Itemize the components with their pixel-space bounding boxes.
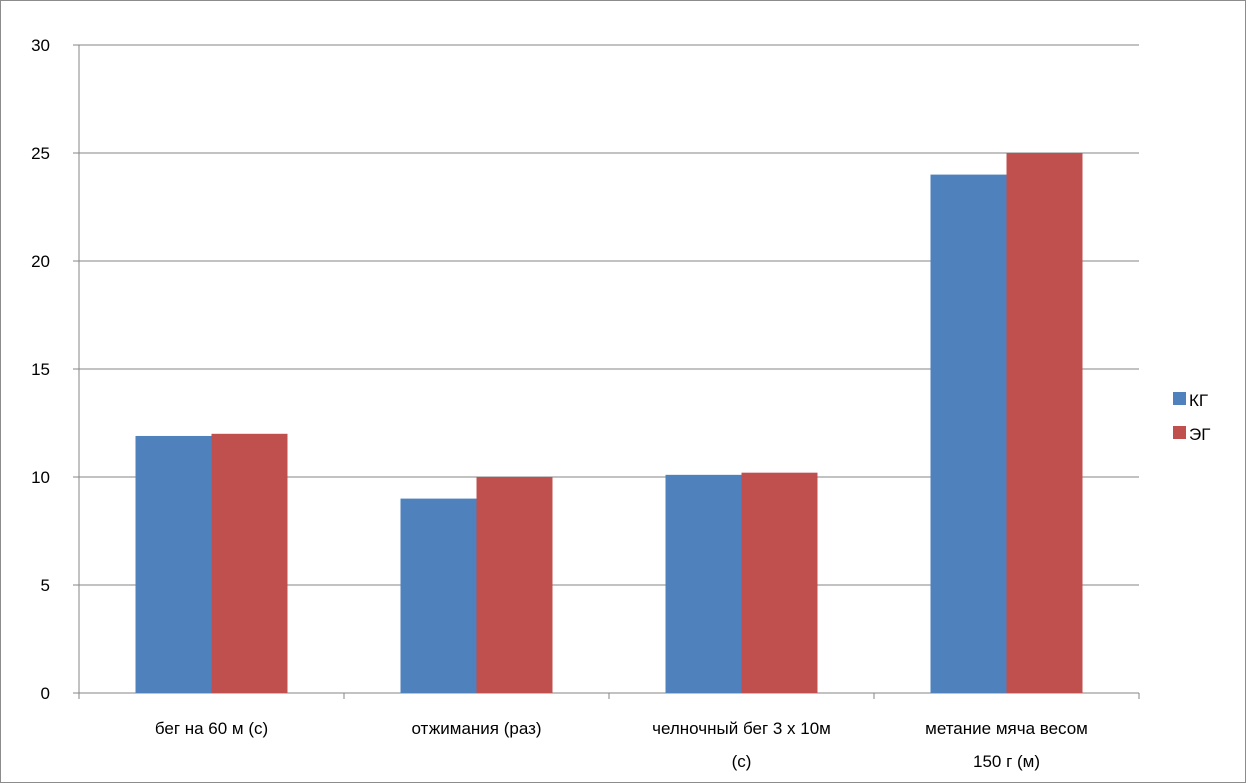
bar-kg [400, 498, 477, 693]
y-tick-label: 5 [41, 576, 50, 595]
legend-label: ЭГ [1189, 425, 1210, 444]
y-tick-label: 20 [31, 252, 50, 271]
bar-eg [741, 472, 818, 693]
x-category-label: (с) [732, 752, 752, 771]
bar-eg [211, 433, 288, 693]
bar-kg [135, 435, 212, 693]
y-tick-label: 0 [41, 684, 50, 703]
x-category-label: бег на 60 м (с) [155, 719, 268, 738]
y-tick-label: 15 [31, 360, 50, 379]
legend-swatch [1173, 426, 1186, 439]
legend-swatch [1173, 392, 1186, 405]
x-category-label: отжимания (раз) [411, 719, 541, 738]
bar-eg [476, 477, 553, 693]
x-category-label: 150 г (м) [973, 752, 1040, 771]
x-category-label: метание мяча весом [925, 719, 1088, 738]
x-category-label: челночный бег 3 х 10м [652, 719, 831, 738]
bar-eg [1006, 153, 1083, 693]
bar-kg [665, 474, 742, 693]
y-tick-label: 25 [31, 144, 50, 163]
bar-kg [930, 174, 1007, 694]
legend-label: КГ [1189, 391, 1208, 410]
y-tick-label: 30 [31, 36, 50, 55]
y-tick-label: 10 [31, 468, 50, 487]
